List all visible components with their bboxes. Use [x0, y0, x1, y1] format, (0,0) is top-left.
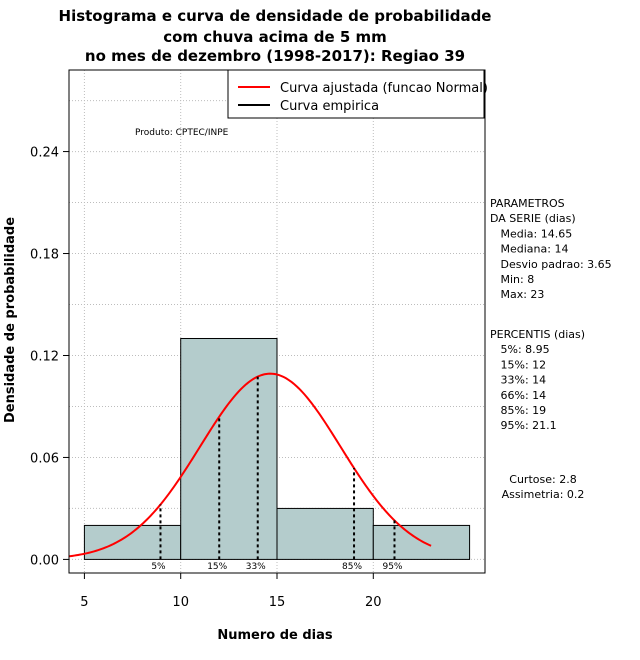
- percentis-line-5: 66%: 14: [490, 389, 546, 402]
- percentis-block: PERCENTIS (dias) 5%: 8.95 15%: 12 33%: 1…: [490, 328, 585, 432]
- y-tick-label-4: 0.24: [30, 146, 59, 161]
- x-tick-label-3: 20: [365, 595, 382, 610]
- chart-title: Histograma e curva de densidade de proba…: [59, 7, 492, 65]
- x-tick-label-2: 15: [269, 595, 286, 610]
- parameters-block: PARAMETROS DA SERIE (dias) Media: 14.65 M…: [490, 197, 612, 301]
- percentile-lines: 5% 15% 33% 85% 95%: [151, 376, 403, 572]
- chart-title-line-1: Histograma e curva de densidade de proba…: [59, 7, 492, 25]
- product-label: Produto: CPTEC/INPE: [135, 128, 229, 138]
- parameters-line-5: Desvio padrao: 3.65: [490, 258, 612, 271]
- histogram-bar-4: [372, 524, 471, 560]
- percentis-line-4: 33%: 14: [490, 374, 546, 387]
- parameters-line-2: DA SERIE (dias): [490, 212, 576, 225]
- x-axis-label: Numero de dias: [217, 628, 333, 643]
- y-axis: 0.00 0.06 0.12 0.18 0.24: [30, 146, 69, 568]
- histogram-bar-1: [83, 524, 182, 560]
- normal-curve: [68, 372, 432, 558]
- percentile-label-2: 15%: [207, 562, 227, 572]
- percentile-label-5: 95%: [382, 562, 402, 572]
- legend-label-1: Curva ajustada (funcao Normal): [280, 81, 488, 96]
- percentile-label-3: 33%: [246, 562, 266, 572]
- parameters-line-6: Min: 8: [490, 273, 534, 286]
- shape-line-2: Assimetria: 0.2: [502, 488, 585, 501]
- percentis-line-7: 95%: 21.1: [490, 419, 557, 432]
- legend-box: [227, 69, 485, 119]
- parameters-line-4: Mediana: 14: [490, 243, 568, 256]
- parameters-line-3: Media: 14.65: [490, 227, 572, 240]
- y-tick-label-0: 0.00: [30, 553, 59, 568]
- percentis-line-6: 85%: 19: [490, 404, 546, 417]
- percentis-line-3: 15%: 12: [490, 358, 546, 371]
- percentile-label-4: 85%: [342, 562, 362, 572]
- parameters-line-7: Max: 23: [490, 288, 544, 301]
- x-tick-label-1: 10: [172, 595, 189, 610]
- percentis-line-2: 5%: 8.95: [490, 343, 550, 356]
- percentis-line-1: PERCENTIS (dias): [490, 328, 585, 341]
- chart-title-line-2: com chuva acima de 5 mm: [163, 28, 387, 46]
- x-tick-label-0: 5: [80, 595, 88, 610]
- legend: Curva ajustada (funcao Normal) Curva empi…: [227, 69, 488, 119]
- chart-title-line-3: no mes de dezembro (1998-2017): Regiao 3…: [85, 47, 465, 65]
- y-tick-label-2: 0.12: [30, 349, 59, 364]
- shape-block: Curtose: 2.8 Assimetria: 0.2: [502, 473, 585, 501]
- histogram-bar-2: [180, 337, 278, 560]
- y-tick-label-1: 0.06: [30, 451, 59, 466]
- legend-label-2: Curva empirica: [280, 99, 379, 114]
- normal-curve-line: [68, 372, 432, 558]
- x-axis: 5 10 15 20: [80, 573, 382, 610]
- y-axis-label: Densidade de probabilidade: [3, 217, 18, 423]
- histogram-bars: [83, 337, 471, 560]
- histogram-bar-3: [276, 507, 374, 560]
- parameters-line-1: PARAMETROS: [490, 197, 565, 210]
- percentile-label-1: 5%: [151, 562, 166, 572]
- y-tick-label-3: 0.18: [30, 248, 59, 263]
- shape-line-1: Curtose: 2.8: [509, 473, 576, 486]
